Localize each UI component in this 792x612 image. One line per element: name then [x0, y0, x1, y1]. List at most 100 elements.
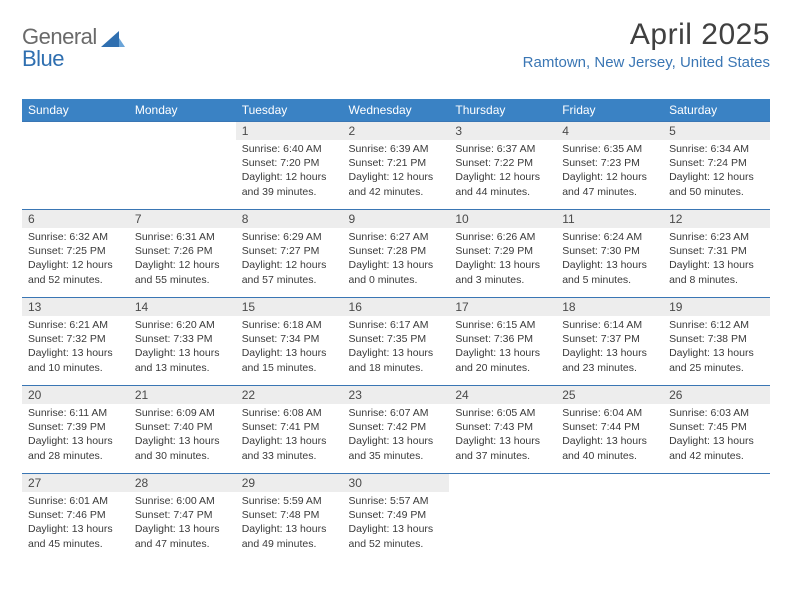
calendar-day-cell: 14Sunrise: 6:20 AMSunset: 7:33 PMDayligh…	[129, 297, 236, 385]
calendar-header-row: SundayMondayTuesdayWednesdayThursdayFrid…	[22, 99, 770, 121]
day-details: Sunrise: 6:01 AMSunset: 7:46 PMDaylight:…	[22, 492, 129, 555]
day-details: Sunrise: 6:34 AMSunset: 7:24 PMDaylight:…	[663, 140, 770, 203]
calendar-week-row: 6Sunrise: 6:32 AMSunset: 7:25 PMDaylight…	[22, 209, 770, 297]
calendar-day-cell: 19Sunrise: 6:12 AMSunset: 7:38 PMDayligh…	[663, 297, 770, 385]
calendar-day-cell: 9Sunrise: 6:27 AMSunset: 7:28 PMDaylight…	[343, 209, 450, 297]
calendar-day-cell: 18Sunrise: 6:14 AMSunset: 7:37 PMDayligh…	[556, 297, 663, 385]
calendar-day-cell	[663, 473, 770, 561]
calendar-day-cell	[129, 121, 236, 209]
day-details: Sunrise: 5:59 AMSunset: 7:48 PMDaylight:…	[236, 492, 343, 555]
day-number: 25	[556, 385, 663, 404]
day-number: 17	[449, 297, 556, 316]
day-number: 20	[22, 385, 129, 404]
calendar-week-row: 1Sunrise: 6:40 AMSunset: 7:20 PMDaylight…	[22, 121, 770, 209]
calendar-day-cell: 22Sunrise: 6:08 AMSunset: 7:41 PMDayligh…	[236, 385, 343, 473]
header: General April 2025 Ramtown, New Jersey, …	[22, 18, 770, 71]
calendar-day-cell: 26Sunrise: 6:03 AMSunset: 7:45 PMDayligh…	[663, 385, 770, 473]
day-header: Wednesday	[343, 99, 450, 121]
day-details: Sunrise: 6:26 AMSunset: 7:29 PMDaylight:…	[449, 228, 556, 291]
day-details: Sunrise: 6:24 AMSunset: 7:30 PMDaylight:…	[556, 228, 663, 291]
day-number: 28	[129, 473, 236, 492]
logo-blue-row: Blue	[22, 46, 64, 72]
day-details: Sunrise: 6:14 AMSunset: 7:37 PMDaylight:…	[556, 316, 663, 379]
day-header: Sunday	[22, 99, 129, 121]
day-details: Sunrise: 6:35 AMSunset: 7:23 PMDaylight:…	[556, 140, 663, 203]
day-number: 3	[449, 121, 556, 140]
calendar-day-cell: 24Sunrise: 6:05 AMSunset: 7:43 PMDayligh…	[449, 385, 556, 473]
day-details: Sunrise: 6:00 AMSunset: 7:47 PMDaylight:…	[129, 492, 236, 555]
day-number: 24	[449, 385, 556, 404]
day-number: 13	[22, 297, 129, 316]
calendar-day-cell: 1Sunrise: 6:40 AMSunset: 7:20 PMDaylight…	[236, 121, 343, 209]
calendar-day-cell: 6Sunrise: 6:32 AMSunset: 7:25 PMDaylight…	[22, 209, 129, 297]
calendar-day-cell: 11Sunrise: 6:24 AMSunset: 7:30 PMDayligh…	[556, 209, 663, 297]
day-details: Sunrise: 6:09 AMSunset: 7:40 PMDaylight:…	[129, 404, 236, 467]
day-details: Sunrise: 6:11 AMSunset: 7:39 PMDaylight:…	[22, 404, 129, 467]
calendar-day-cell: 3Sunrise: 6:37 AMSunset: 7:22 PMDaylight…	[449, 121, 556, 209]
day-number: 18	[556, 297, 663, 316]
calendar-day-cell: 16Sunrise: 6:17 AMSunset: 7:35 PMDayligh…	[343, 297, 450, 385]
day-number: 4	[556, 121, 663, 140]
day-details: Sunrise: 6:12 AMSunset: 7:38 PMDaylight:…	[663, 316, 770, 379]
calendar-body: 1Sunrise: 6:40 AMSunset: 7:20 PMDaylight…	[22, 121, 770, 561]
day-number: 23	[343, 385, 450, 404]
calendar-week-row: 20Sunrise: 6:11 AMSunset: 7:39 PMDayligh…	[22, 385, 770, 473]
calendar-day-cell: 4Sunrise: 6:35 AMSunset: 7:23 PMDaylight…	[556, 121, 663, 209]
day-details: Sunrise: 6:31 AMSunset: 7:26 PMDaylight:…	[129, 228, 236, 291]
logo-triangle-icon	[101, 29, 125, 47]
day-number-empty	[22, 121, 129, 140]
calendar-day-cell	[449, 473, 556, 561]
calendar-day-cell: 2Sunrise: 6:39 AMSunset: 7:21 PMDaylight…	[343, 121, 450, 209]
calendar-week-row: 13Sunrise: 6:21 AMSunset: 7:32 PMDayligh…	[22, 297, 770, 385]
day-number: 12	[663, 209, 770, 228]
calendar-day-cell: 23Sunrise: 6:07 AMSunset: 7:42 PMDayligh…	[343, 385, 450, 473]
day-number: 11	[556, 209, 663, 228]
day-number: 16	[343, 297, 450, 316]
day-number: 27	[22, 473, 129, 492]
day-details: Sunrise: 6:40 AMSunset: 7:20 PMDaylight:…	[236, 140, 343, 203]
logo-text-blue: Blue	[22, 46, 64, 71]
day-number: 30	[343, 473, 450, 492]
calendar-day-cell: 7Sunrise: 6:31 AMSunset: 7:26 PMDaylight…	[129, 209, 236, 297]
day-number: 5	[663, 121, 770, 140]
day-number: 10	[449, 209, 556, 228]
calendar-day-cell: 17Sunrise: 6:15 AMSunset: 7:36 PMDayligh…	[449, 297, 556, 385]
calendar-day-cell: 10Sunrise: 6:26 AMSunset: 7:29 PMDayligh…	[449, 209, 556, 297]
day-number-empty	[556, 473, 663, 492]
day-header: Monday	[129, 99, 236, 121]
calendar-day-cell: 27Sunrise: 6:01 AMSunset: 7:46 PMDayligh…	[22, 473, 129, 561]
calendar-day-cell: 21Sunrise: 6:09 AMSunset: 7:40 PMDayligh…	[129, 385, 236, 473]
calendar-day-cell	[22, 121, 129, 209]
location-subtitle: Ramtown, New Jersey, United States	[523, 54, 770, 71]
calendar-week-row: 27Sunrise: 6:01 AMSunset: 7:46 PMDayligh…	[22, 473, 770, 561]
day-details: Sunrise: 6:23 AMSunset: 7:31 PMDaylight:…	[663, 228, 770, 291]
day-header: Tuesday	[236, 99, 343, 121]
day-details: Sunrise: 6:21 AMSunset: 7:32 PMDaylight:…	[22, 316, 129, 379]
page: General April 2025 Ramtown, New Jersey, …	[0, 0, 792, 571]
day-details: Sunrise: 6:39 AMSunset: 7:21 PMDaylight:…	[343, 140, 450, 203]
day-number-empty	[129, 121, 236, 140]
day-details: Sunrise: 6:07 AMSunset: 7:42 PMDaylight:…	[343, 404, 450, 467]
day-details: Sunrise: 6:29 AMSunset: 7:27 PMDaylight:…	[236, 228, 343, 291]
day-details: Sunrise: 6:04 AMSunset: 7:44 PMDaylight:…	[556, 404, 663, 467]
calendar-day-cell: 13Sunrise: 6:21 AMSunset: 7:32 PMDayligh…	[22, 297, 129, 385]
calendar-day-cell: 30Sunrise: 5:57 AMSunset: 7:49 PMDayligh…	[343, 473, 450, 561]
day-details: Sunrise: 6:15 AMSunset: 7:36 PMDaylight:…	[449, 316, 556, 379]
day-number: 7	[129, 209, 236, 228]
day-details: Sunrise: 6:05 AMSunset: 7:43 PMDaylight:…	[449, 404, 556, 467]
day-details: Sunrise: 5:57 AMSunset: 7:49 PMDaylight:…	[343, 492, 450, 555]
day-details: Sunrise: 6:17 AMSunset: 7:35 PMDaylight:…	[343, 316, 450, 379]
day-number: 8	[236, 209, 343, 228]
calendar-day-cell: 12Sunrise: 6:23 AMSunset: 7:31 PMDayligh…	[663, 209, 770, 297]
day-number: 22	[236, 385, 343, 404]
day-number: 1	[236, 121, 343, 140]
day-header: Thursday	[449, 99, 556, 121]
day-number: 9	[343, 209, 450, 228]
calendar-day-cell: 28Sunrise: 6:00 AMSunset: 7:47 PMDayligh…	[129, 473, 236, 561]
day-number: 2	[343, 121, 450, 140]
calendar-day-cell: 29Sunrise: 5:59 AMSunset: 7:48 PMDayligh…	[236, 473, 343, 561]
day-details: Sunrise: 6:03 AMSunset: 7:45 PMDaylight:…	[663, 404, 770, 467]
day-details: Sunrise: 6:32 AMSunset: 7:25 PMDaylight:…	[22, 228, 129, 291]
day-number: 15	[236, 297, 343, 316]
calendar-day-cell: 5Sunrise: 6:34 AMSunset: 7:24 PMDaylight…	[663, 121, 770, 209]
